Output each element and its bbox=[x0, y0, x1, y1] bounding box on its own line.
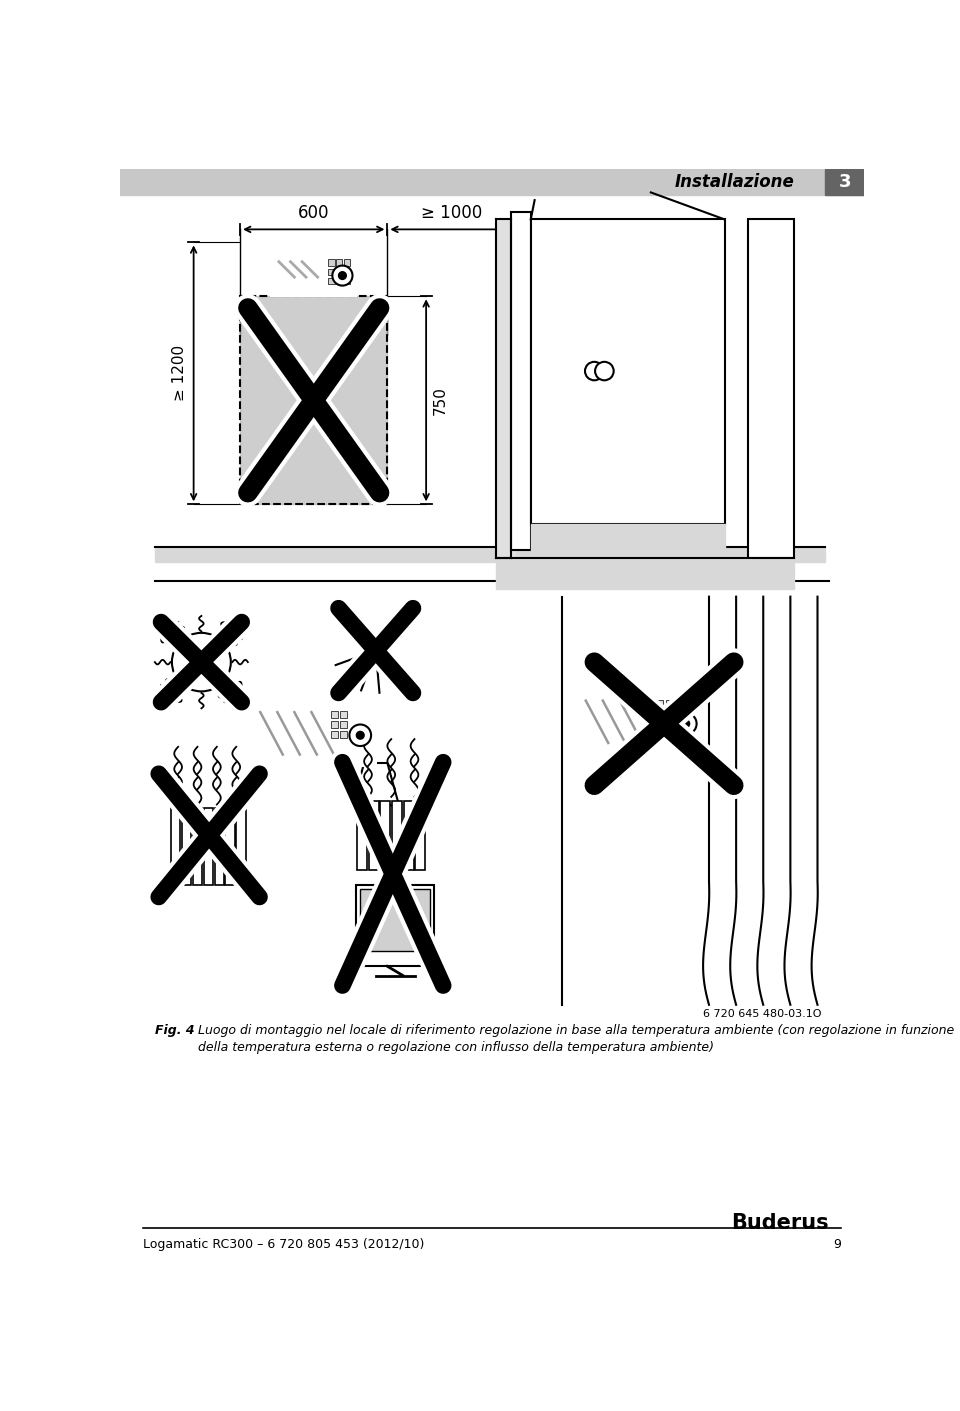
Bar bbox=[328, 278, 335, 284]
Bar bbox=[331, 721, 338, 728]
Text: ≥ 1000: ≥ 1000 bbox=[420, 205, 482, 223]
Bar bbox=[416, 800, 425, 871]
Bar bbox=[665, 710, 673, 717]
Circle shape bbox=[339, 272, 347, 279]
Bar bbox=[155, 546, 826, 562]
Bar bbox=[657, 720, 663, 727]
Bar bbox=[331, 731, 338, 738]
Bar bbox=[665, 720, 673, 727]
Bar bbox=[357, 800, 368, 871]
Bar bbox=[182, 809, 191, 886]
Text: della temperatura esterna o regolazione con influsso della temperatura ambiente): della temperatura esterna o regolazione … bbox=[198, 1041, 713, 1054]
Bar bbox=[236, 809, 246, 886]
Bar bbox=[657, 710, 663, 717]
Circle shape bbox=[356, 731, 364, 739]
Bar bbox=[240, 296, 388, 504]
Bar bbox=[340, 721, 348, 728]
Text: 600: 600 bbox=[298, 205, 329, 223]
Text: Luogo di montaggio nel locale di riferimento regolazione in base alla temperatur: Luogo di montaggio nel locale di riferim… bbox=[198, 1024, 953, 1037]
Bar bbox=[271, 254, 356, 296]
Text: 3: 3 bbox=[838, 174, 851, 190]
Bar bbox=[240, 296, 388, 504]
Text: 6 720 645 480-03.1O: 6 720 645 480-03.1O bbox=[703, 1009, 822, 1019]
Bar bbox=[120, 169, 864, 195]
Bar bbox=[344, 278, 350, 284]
Circle shape bbox=[585, 361, 604, 381]
Bar bbox=[204, 809, 213, 886]
Bar bbox=[226, 809, 234, 886]
Polygon shape bbox=[352, 763, 399, 806]
Bar bbox=[171, 809, 180, 886]
Bar bbox=[403, 800, 414, 871]
Bar bbox=[336, 260, 343, 265]
Bar bbox=[496, 559, 794, 588]
Circle shape bbox=[682, 720, 689, 728]
Text: ≥ 1200: ≥ 1200 bbox=[173, 346, 187, 402]
Bar bbox=[328, 268, 335, 275]
Bar bbox=[585, 697, 653, 751]
Bar bbox=[336, 278, 343, 284]
Bar bbox=[531, 523, 725, 555]
Text: Logamatic RC300 – 6 720 805 453 (2012/10): Logamatic RC300 – 6 720 805 453 (2012/10… bbox=[143, 1237, 424, 1252]
Circle shape bbox=[675, 713, 697, 735]
Text: Installazione: Installazione bbox=[675, 174, 794, 190]
Bar bbox=[344, 268, 350, 275]
Circle shape bbox=[172, 634, 230, 691]
Bar bbox=[255, 704, 375, 766]
Bar bbox=[496, 219, 516, 559]
Bar bbox=[665, 700, 673, 707]
Bar bbox=[328, 260, 335, 265]
Bar bbox=[360, 889, 430, 951]
Bar bbox=[214, 809, 224, 886]
Bar bbox=[748, 219, 794, 559]
Circle shape bbox=[332, 265, 352, 285]
Bar bbox=[657, 700, 663, 707]
Bar bbox=[340, 731, 348, 738]
Bar bbox=[531, 219, 725, 523]
Circle shape bbox=[595, 361, 613, 381]
Bar bbox=[331, 711, 338, 718]
Bar bbox=[275, 258, 325, 289]
Bar bbox=[581, 693, 701, 755]
Bar bbox=[356, 886, 434, 967]
Bar bbox=[380, 800, 391, 871]
Text: 9: 9 bbox=[833, 1237, 841, 1252]
Circle shape bbox=[349, 724, 372, 746]
Bar bbox=[340, 711, 348, 718]
Bar bbox=[512, 212, 531, 550]
Bar bbox=[259, 708, 327, 762]
Text: 750: 750 bbox=[433, 385, 448, 415]
Bar bbox=[344, 260, 350, 265]
Bar bbox=[392, 800, 402, 871]
Text: Buderus: Buderus bbox=[732, 1212, 829, 1233]
Bar bbox=[369, 800, 379, 871]
Bar bbox=[193, 809, 203, 886]
Text: Fig. 4: Fig. 4 bbox=[155, 1024, 195, 1037]
Bar bbox=[826, 169, 864, 195]
Bar bbox=[336, 268, 343, 275]
